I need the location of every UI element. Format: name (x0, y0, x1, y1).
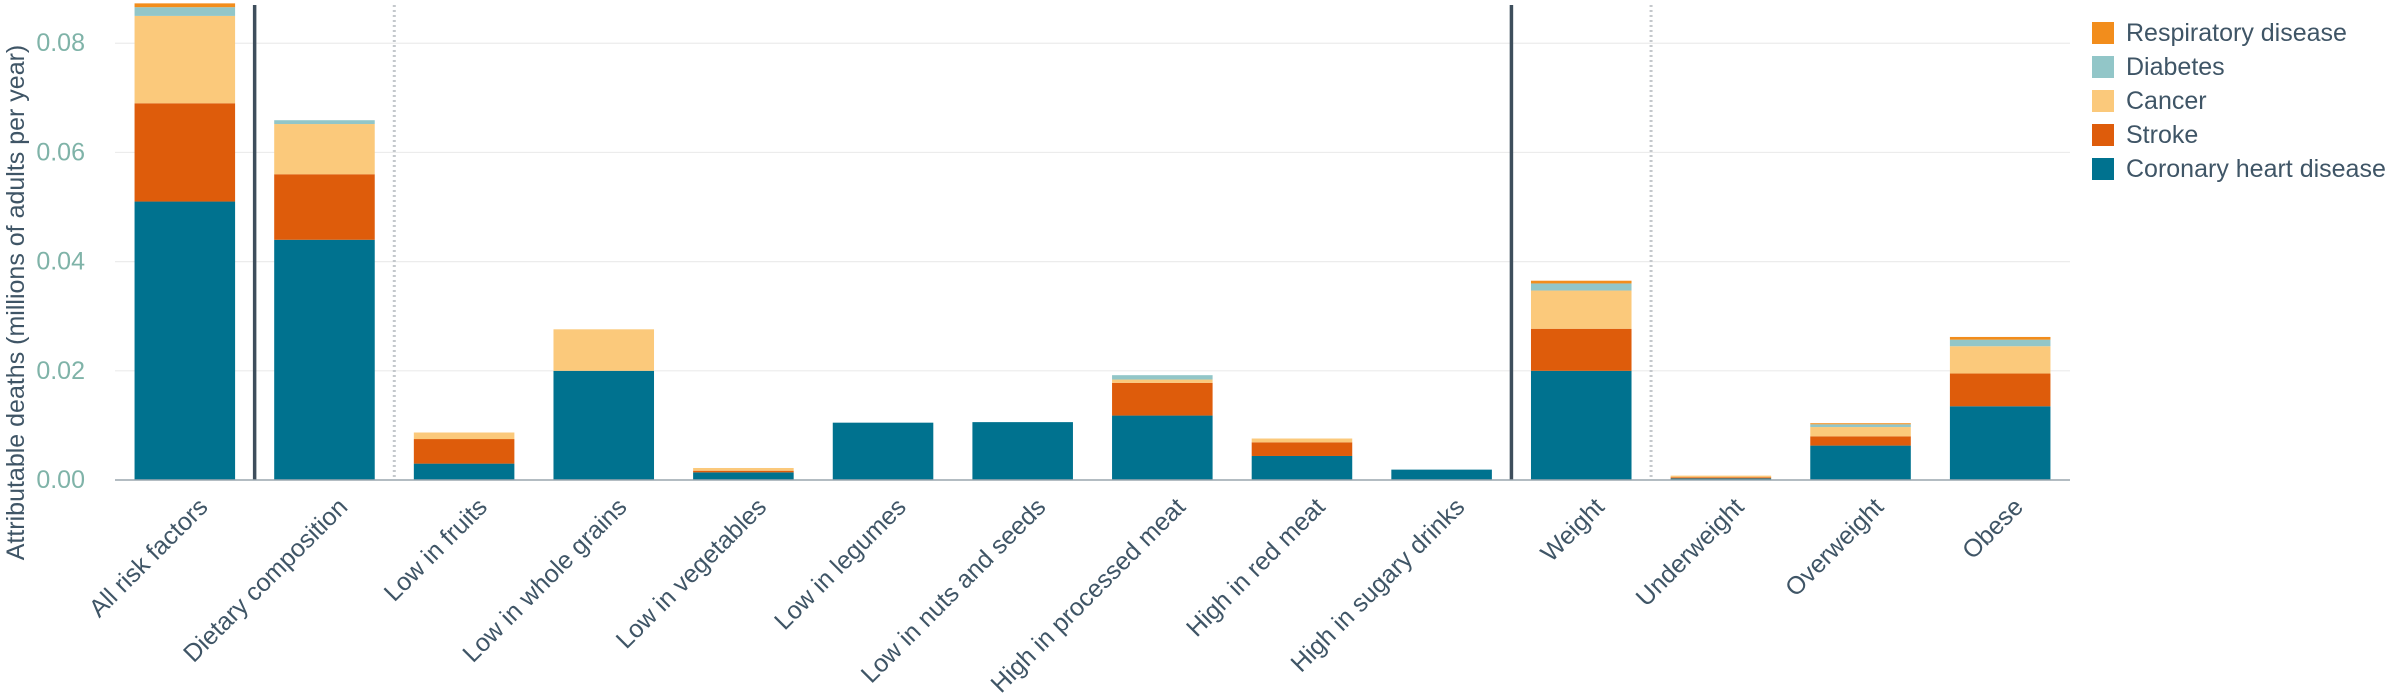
y-tick-label: 0.02 (36, 357, 85, 385)
bars (134, 3, 2051, 480)
legend-swatch (2092, 22, 2114, 44)
bar-stack (1530, 280, 1632, 480)
bar-stack (1391, 469, 1492, 480)
bar-segment (1112, 379, 1213, 383)
group-separators (252, 5, 1653, 480)
bar-stack (1949, 336, 2051, 480)
bar-segment (134, 3, 236, 8)
legend-label: Cancer (2126, 87, 2207, 115)
bar-stack (972, 422, 1073, 480)
legend[interactable]: Respiratory disease Diabetes Cancer Stroke C… (2092, 19, 2386, 183)
legend-swatch (2092, 90, 2114, 112)
x-tick-label: Weight (1535, 493, 1610, 568)
bar-segment (274, 120, 375, 125)
bar-stack (274, 120, 375, 480)
bar-stack (134, 3, 236, 480)
bar-segment (1251, 455, 1353, 480)
bar-segment (693, 472, 794, 480)
bar-segment (1949, 406, 2051, 480)
x-tick-label: Low in vegetables (611, 493, 772, 654)
bar-segment (1810, 423, 1911, 425)
bar-segment (553, 370, 655, 480)
x-tick-label: Underweight (1631, 493, 1750, 612)
bar-segment (1251, 438, 1353, 443)
bar-segment (972, 422, 1073, 480)
bar-segment (693, 470, 794, 473)
bar-segment (1530, 290, 1632, 329)
bar-segment (1949, 346, 2051, 374)
bar-segment (1112, 415, 1213, 480)
bar-segment (1251, 442, 1353, 456)
legend-item[interactable]: Coronary heart disease (2092, 155, 2386, 183)
bar-segment (1530, 283, 1632, 291)
bar-segment (553, 329, 655, 371)
legend-item[interactable]: Stroke (2092, 121, 2198, 149)
x-tick-label: Low in fruits (379, 493, 493, 607)
bar-stack (553, 329, 655, 480)
bar-segment (1949, 339, 2051, 347)
bar-segment (1391, 469, 1492, 480)
bar-stack (832, 422, 934, 480)
bar-segment (1670, 478, 1772, 480)
x-tick-label: Obese (1957, 493, 2029, 565)
legend-swatch (2092, 124, 2114, 146)
bar-stack (693, 467, 794, 480)
bar-segment (134, 201, 236, 480)
legend-item[interactable]: Cancer (2092, 87, 2207, 115)
bar-segment (413, 463, 515, 480)
legend-label: Coronary heart disease (2126, 155, 2386, 183)
legend-label: Respiratory disease (2126, 19, 2347, 47)
legend-label: Stroke (2126, 121, 2198, 149)
y-tick-label: 0.06 (36, 138, 85, 166)
bar-segment (134, 7, 236, 16)
bar-segment (1530, 328, 1632, 371)
bar-stack (1670, 475, 1772, 480)
bar-segment (1810, 427, 1911, 437)
legend-swatch (2092, 56, 2114, 78)
legend-label: Diabetes (2126, 53, 2225, 81)
bar-segment (693, 467, 794, 471)
bar-segment (1810, 436, 1911, 446)
bar-stack (1251, 438, 1353, 480)
bar-segment (134, 103, 236, 202)
x-tick-label: Overweight (1780, 493, 1889, 602)
x-tick-label: High in red meat (1181, 493, 1331, 643)
bar-segment (1810, 445, 1911, 480)
bar-segment (1670, 475, 1772, 478)
x-tick-label: Low in legumes (769, 493, 912, 636)
bar-segment (832, 422, 934, 480)
bar-segment (1810, 424, 1911, 428)
bar-segment (413, 432, 515, 440)
bar-stack (1810, 423, 1911, 480)
y-tick-label: 0.00 (36, 466, 85, 494)
x-tick-label: All risk factors (84, 493, 214, 623)
y-tick-label: 0.08 (36, 29, 85, 57)
y-tick-labels: 0.00 0.02 0.04 0.06 0.08 (36, 29, 85, 494)
bar-segment (274, 124, 375, 175)
bar-segment (274, 239, 375, 480)
bar-segment (1949, 373, 2051, 407)
bar-segment (413, 439, 515, 464)
bar-segment (134, 15, 236, 104)
bar-segment (1530, 280, 1632, 284)
y-tick-label: 0.04 (36, 248, 85, 276)
bar-segment (1112, 375, 1213, 380)
bar-segment (1112, 382, 1213, 416)
y-axis-label: Attributable deaths (millions of adults … (2, 45, 30, 561)
bar-segment (1670, 477, 1772, 479)
legend-swatch (2092, 158, 2114, 180)
legend-item[interactable]: Diabetes (2092, 53, 2225, 81)
bar-segment (1949, 336, 2051, 340)
grid-lines (115, 42, 2070, 372)
bar-segment (274, 174, 375, 240)
bar-stack (413, 432, 515, 480)
legend-item[interactable]: Respiratory disease (2092, 19, 2347, 47)
bar-stack (1112, 375, 1213, 480)
bar-segment (1530, 370, 1632, 480)
